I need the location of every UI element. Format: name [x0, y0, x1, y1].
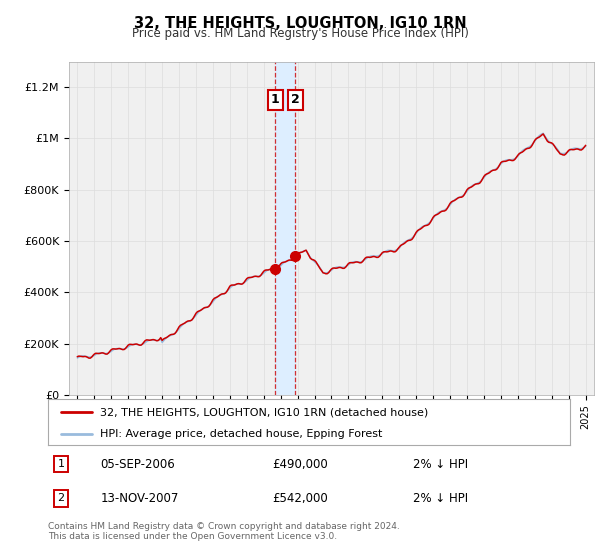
- Text: 32, THE HEIGHTS, LOUGHTON, IG10 1RN (detached house): 32, THE HEIGHTS, LOUGHTON, IG10 1RN (det…: [100, 407, 428, 417]
- Text: Contains HM Land Registry data © Crown copyright and database right 2024.
This d: Contains HM Land Registry data © Crown c…: [48, 522, 400, 542]
- Text: 32, THE HEIGHTS, LOUGHTON, IG10 1RN: 32, THE HEIGHTS, LOUGHTON, IG10 1RN: [134, 16, 466, 31]
- Text: 2% ↓ HPI: 2% ↓ HPI: [413, 492, 469, 505]
- Text: 13-NOV-2007: 13-NOV-2007: [100, 492, 179, 505]
- Text: 1: 1: [58, 459, 65, 469]
- Text: Price paid vs. HM Land Registry's House Price Index (HPI): Price paid vs. HM Land Registry's House …: [131, 27, 469, 40]
- Text: 2% ↓ HPI: 2% ↓ HPI: [413, 458, 469, 470]
- Text: 1: 1: [271, 94, 280, 106]
- Bar: [275, 62, 295, 395]
- Text: 2: 2: [58, 493, 65, 503]
- Text: HPI: Average price, detached house, Epping Forest: HPI: Average price, detached house, Eppi…: [100, 429, 383, 438]
- Text: £542,000: £542,000: [272, 492, 328, 505]
- Text: £490,000: £490,000: [272, 458, 328, 470]
- Text: 05-SEP-2006: 05-SEP-2006: [100, 458, 175, 470]
- Text: 2: 2: [291, 94, 300, 106]
